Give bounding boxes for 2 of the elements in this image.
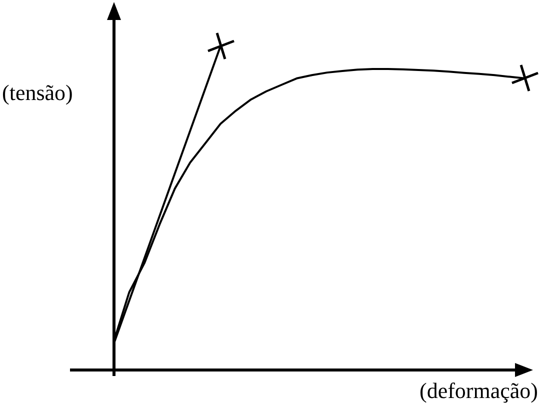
- y-axis-title: (tensão): [2, 80, 73, 106]
- x-axis-title: (deformação): [420, 378, 538, 404]
